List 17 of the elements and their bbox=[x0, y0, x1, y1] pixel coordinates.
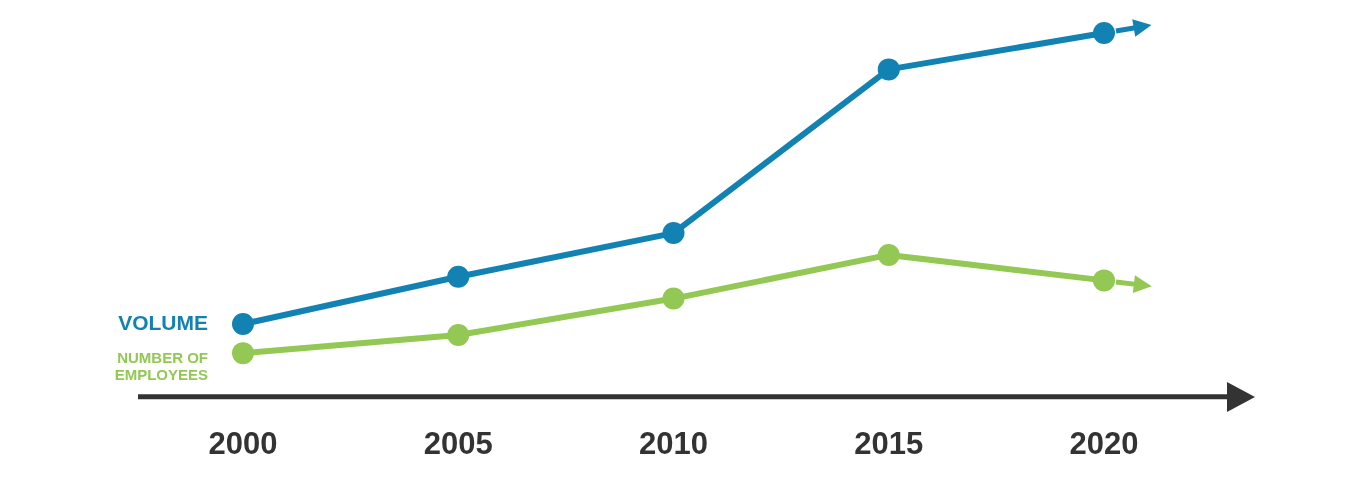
x-tick-label: 2015 bbox=[854, 425, 924, 461]
point bbox=[1093, 269, 1115, 292]
point bbox=[877, 58, 900, 81]
point bbox=[232, 313, 254, 336]
x-tick-label: 2020 bbox=[1069, 425, 1139, 461]
x-tick-label: 2000 bbox=[208, 425, 278, 461]
x-tick-label: 2005 bbox=[423, 425, 493, 461]
series-label: NUMBER OF EMPLOYEES bbox=[114, 349, 208, 383]
series-label: VOLUME bbox=[118, 310, 208, 334]
x-tick-label: 2010 bbox=[639, 425, 708, 461]
point bbox=[447, 323, 470, 346]
point bbox=[232, 342, 254, 365]
point bbox=[877, 243, 900, 266]
point bbox=[662, 287, 685, 310]
point bbox=[447, 265, 470, 288]
point bbox=[1093, 22, 1115, 44]
point bbox=[662, 222, 685, 245]
